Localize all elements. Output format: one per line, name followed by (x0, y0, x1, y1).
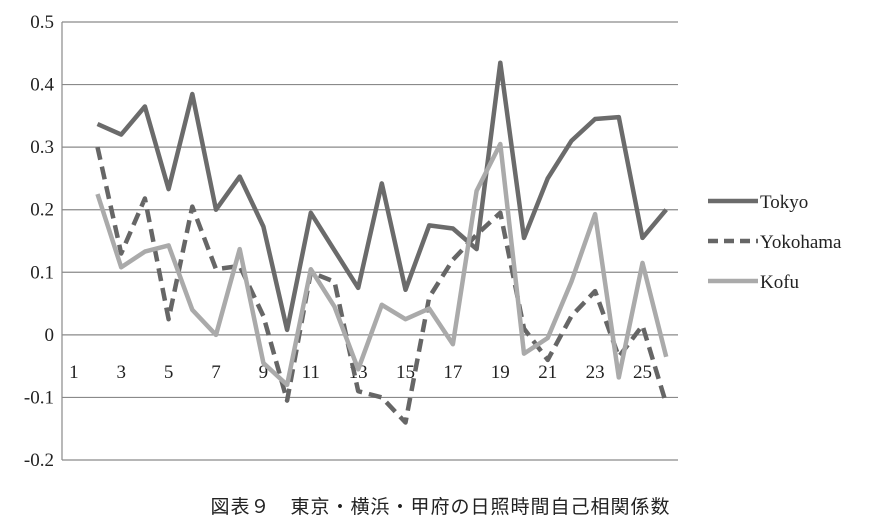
legend: Tokyo Yokohama Kofu (708, 192, 842, 293)
legend-label-tokyo: Tokyo (760, 192, 808, 213)
series-lines (95, 60, 669, 425)
series-line-kofu (95, 141, 669, 388)
x-tick-label: 5 (164, 362, 174, 383)
x-tick-label: 3 (116, 362, 126, 383)
x-tick-label: 23 (586, 362, 605, 383)
y-tick-label: 0.2 (30, 200, 54, 221)
x-tick-label: 19 (491, 362, 510, 383)
chart: -0.2-0.100.10.20.30.40.5 1 3 5 7 9 11 13 15 17 19… (24, 12, 842, 471)
y-tick-label: -0.2 (24, 450, 54, 471)
y-tick-label: -0.1 (24, 387, 54, 408)
x-axis-ticks: 1 3 5 7 9 11 13 15 17 19 21 23 25 (69, 362, 652, 383)
y-tick-label: 0.4 (30, 75, 54, 96)
x-tick-label: 9 (259, 362, 269, 383)
x-tick-label: 25 (633, 362, 652, 383)
legend-label-yokohama: Yokohama (760, 232, 842, 253)
figure-caption: 図表９ 東京・横浜・甲府の日照時間自己相関係数 (210, 496, 671, 518)
y-tick-label: 0 (45, 325, 55, 346)
x-tick-label: 15 (396, 362, 415, 383)
y-tick-label: 0.1 (30, 262, 54, 283)
x-tick-label: 7 (211, 362, 221, 383)
x-tick-label: 17 (443, 362, 462, 383)
gridlines (61, 21, 678, 461)
y-tick-label: 0.5 (30, 12, 54, 33)
x-tick-label: 1 (69, 362, 79, 383)
y-axis-ticks: -0.2 -0.1 0 0.1 0.2 0.3 0.4 0.5 (24, 12, 55, 471)
series-line-yokohama (95, 146, 669, 425)
legend-label-kofu: Kofu (760, 272, 800, 293)
x-tick-label: 21 (538, 362, 557, 383)
y-tick-label: 0.3 (30, 137, 54, 158)
x-tick-label: 11 (302, 362, 320, 383)
series-line-tokyo (96, 60, 668, 333)
